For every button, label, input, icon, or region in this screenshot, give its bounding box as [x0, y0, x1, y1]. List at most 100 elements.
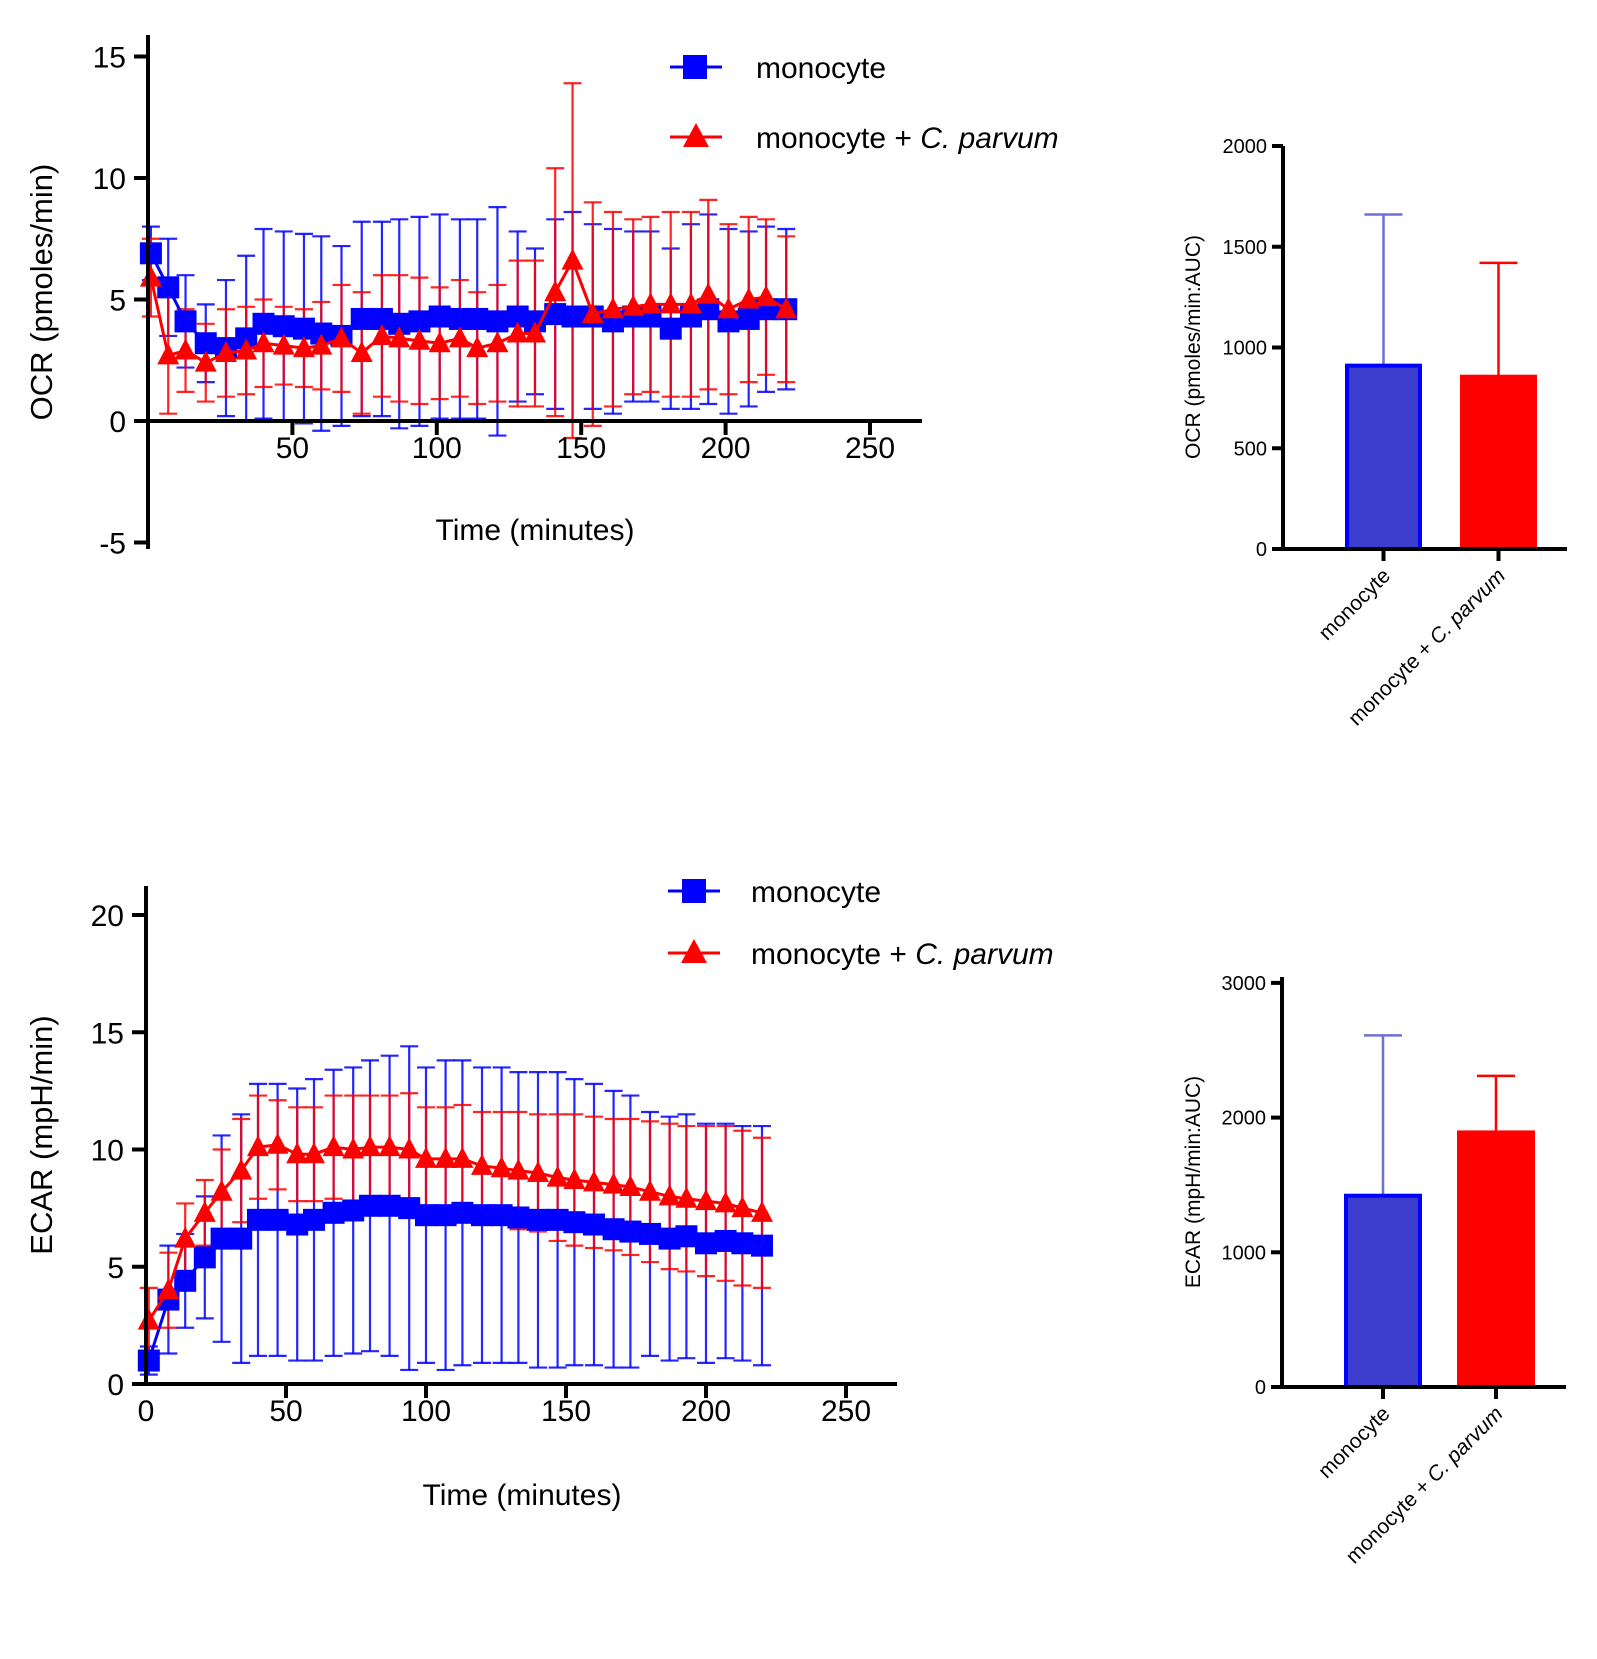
ecar-legend-monocyte-label: monocyte	[751, 876, 881, 909]
y-tick-label: 10	[91, 1135, 124, 1168]
ecar-time-series-layer	[137, 1045, 773, 1376]
ocr-legend-monocyte-swatch	[670, 55, 722, 79]
data-point	[527, 1160, 549, 1182]
data-point	[602, 1218, 625, 1241]
data-point	[601, 297, 624, 319]
x-tick-label: 50	[269, 1395, 302, 1428]
data-point	[322, 1135, 345, 1157]
data-point	[639, 1222, 661, 1245]
data-point	[471, 1153, 493, 1175]
data-point	[506, 321, 529, 343]
data-point	[370, 307, 393, 330]
data-point	[230, 1227, 253, 1250]
ocr-time-xlabel: Time (minutes)	[436, 514, 635, 547]
x-tick-label: 200	[701, 432, 751, 465]
y-tick-label: 3000	[1222, 973, 1267, 995]
data-point	[675, 1186, 698, 1208]
x-tick-label: 100	[412, 432, 462, 465]
ecar-time-ylabel: ECAR (mpH/min)	[24, 1015, 59, 1254]
data-point	[214, 340, 237, 362]
data-point	[174, 338, 197, 360]
data-point	[639, 1179, 661, 1201]
data-point	[157, 276, 180, 299]
data-point	[303, 1208, 325, 1231]
x-tick-label: 0	[138, 1395, 155, 1428]
y-tick-label: 1000	[1222, 1242, 1267, 1264]
data-point	[714, 1229, 737, 1252]
data-point	[717, 297, 740, 319]
data-point	[292, 317, 315, 340]
ecar-legend-parvum-label: monocyte + C. parvum	[751, 938, 1054, 971]
x-tick-label: 100	[401, 1395, 451, 1428]
data-point	[286, 1142, 309, 1164]
data-point	[448, 326, 471, 348]
y-tick-label: 0	[1256, 539, 1267, 561]
data-point	[775, 297, 798, 319]
data-point	[471, 1204, 493, 1227]
data-point	[174, 1269, 197, 1292]
y-tick-label: 1500	[1223, 237, 1268, 259]
ocr-time-legend: monocyte monocyte + C. parvum	[670, 52, 1059, 155]
data-point	[695, 1189, 717, 1211]
data-point	[388, 312, 411, 335]
y-tick-label: 2000	[1222, 1108, 1267, 1130]
data-point	[193, 1246, 216, 1269]
x-tick-label: 250	[821, 1395, 871, 1428]
data-point	[561, 248, 584, 270]
y-tick-label: 1000	[1223, 338, 1268, 360]
data-point	[342, 1199, 365, 1222]
data-point	[523, 321, 546, 343]
parvum-series	[137, 1132, 773, 1330]
data-point	[310, 333, 333, 355]
data-point	[697, 282, 720, 304]
bar	[1344, 1193, 1422, 1389]
data-point	[658, 1227, 681, 1250]
data-point	[486, 310, 509, 333]
series-line	[147, 1143, 763, 1322]
data-point	[523, 310, 546, 333]
data-point	[310, 322, 333, 345]
data-point	[247, 1135, 269, 1157]
data-point	[602, 1172, 625, 1194]
bar	[1457, 1130, 1535, 1389]
ocr-auc-bars-layer	[1345, 213, 1537, 552]
bar	[1460, 374, 1537, 551]
y-tick-label: 15	[91, 1017, 124, 1050]
data-point	[398, 1197, 421, 1220]
ocr-legend-parvum-swatch	[670, 123, 722, 147]
data-point	[581, 302, 604, 324]
data-point	[448, 307, 471, 330]
category-label: monocyte	[1314, 564, 1395, 645]
data-point	[731, 1232, 754, 1255]
data-point	[434, 1204, 457, 1227]
data-point	[546, 1208, 569, 1231]
data-point	[194, 332, 217, 355]
data-point	[451, 1146, 474, 1168]
data-point	[139, 265, 162, 287]
data-point	[350, 340, 373, 362]
data-point	[434, 1146, 457, 1168]
ecar-legend-parvum-swatch	[668, 939, 720, 963]
data-point	[137, 1308, 160, 1330]
data-point	[408, 328, 431, 350]
y-tick-label: 15	[93, 42, 126, 75]
data-point	[659, 292, 682, 314]
data-point	[266, 1132, 289, 1154]
data-point	[751, 1234, 773, 1257]
data-point	[286, 1213, 309, 1236]
data-point	[737, 307, 760, 330]
data-point	[342, 1137, 365, 1159]
data-point	[359, 1135, 381, 1157]
data-point	[490, 1204, 513, 1227]
parvum-series	[139, 248, 798, 372]
ecar-time-legend: monocyte monocyte + C. parvum	[668, 876, 1054, 971]
data-point	[194, 350, 217, 372]
data-point	[266, 1208, 289, 1231]
bar	[1345, 363, 1422, 552]
data-point	[544, 303, 567, 326]
data-point	[252, 331, 275, 353]
